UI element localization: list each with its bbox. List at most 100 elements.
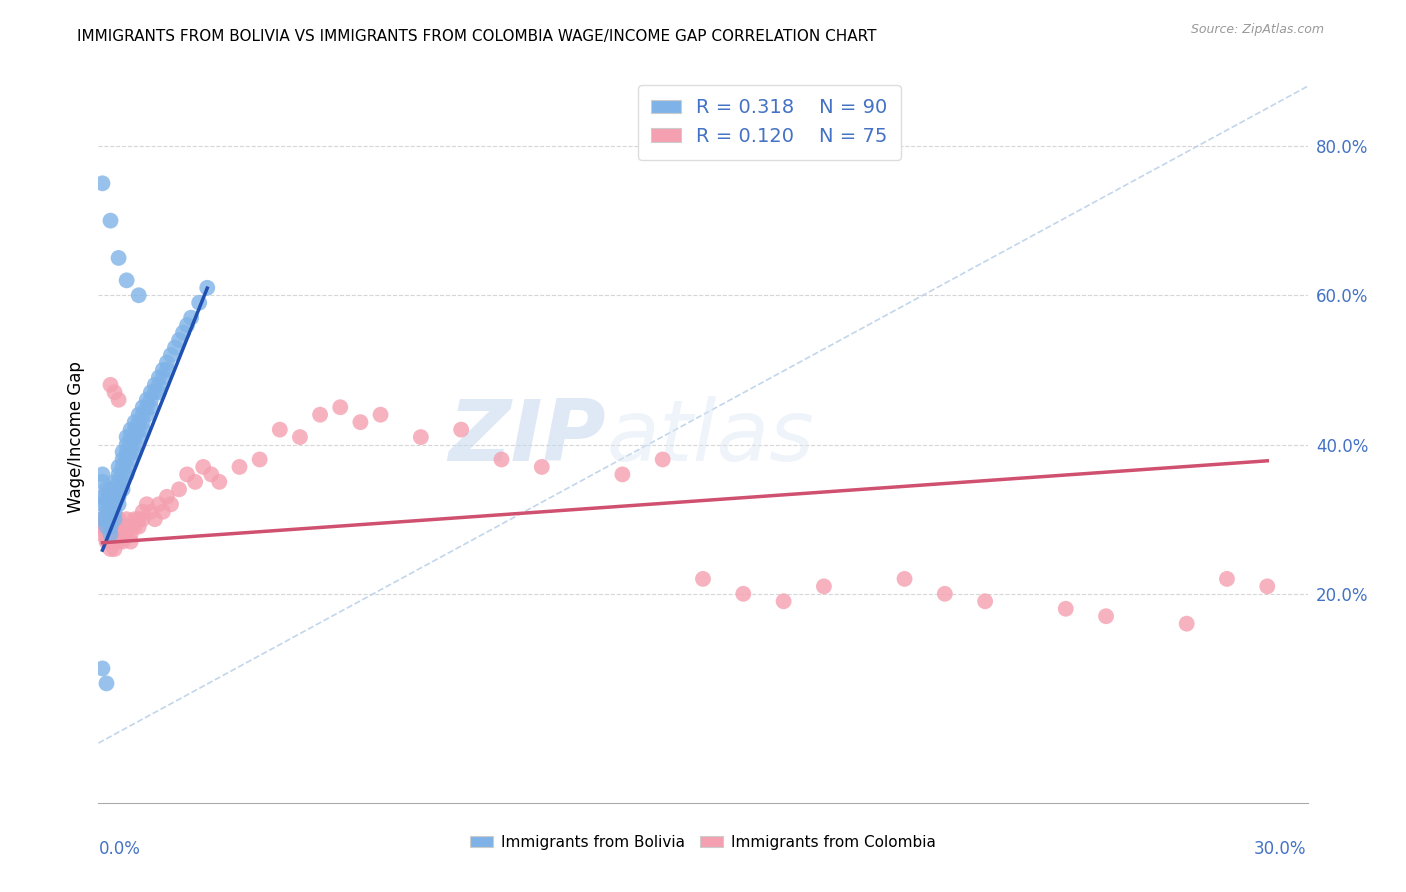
Point bbox=[176, 467, 198, 482]
Point bbox=[91, 497, 114, 511]
Point bbox=[115, 437, 138, 451]
Point bbox=[96, 512, 118, 526]
Point bbox=[91, 661, 114, 675]
Point bbox=[100, 497, 122, 511]
Point bbox=[156, 363, 179, 377]
Point bbox=[96, 534, 118, 549]
Point bbox=[167, 483, 190, 497]
Point bbox=[143, 377, 166, 392]
Point bbox=[103, 475, 125, 489]
Point bbox=[1054, 601, 1077, 615]
Point bbox=[148, 370, 170, 384]
Point bbox=[100, 527, 122, 541]
Point bbox=[120, 534, 142, 549]
Point bbox=[208, 475, 231, 489]
Point bbox=[124, 445, 146, 459]
Point bbox=[100, 542, 122, 557]
Point bbox=[115, 467, 138, 482]
Point bbox=[139, 401, 162, 415]
Point bbox=[111, 519, 134, 533]
Point bbox=[100, 512, 122, 526]
Point bbox=[132, 408, 155, 422]
Point bbox=[100, 512, 122, 526]
Point bbox=[349, 415, 371, 429]
Y-axis label: Wage/Income Gap: Wage/Income Gap bbox=[66, 361, 84, 513]
Point bbox=[103, 490, 125, 504]
Point bbox=[100, 505, 122, 519]
Point bbox=[103, 527, 125, 541]
Point bbox=[180, 310, 202, 325]
Point bbox=[249, 452, 271, 467]
Point bbox=[103, 542, 125, 557]
Point bbox=[111, 452, 134, 467]
Point bbox=[91, 467, 114, 482]
Point bbox=[139, 505, 162, 519]
Point bbox=[107, 251, 129, 265]
Point bbox=[1216, 572, 1239, 586]
Point bbox=[228, 459, 250, 474]
Point bbox=[107, 467, 129, 482]
Point bbox=[111, 475, 134, 489]
Point bbox=[96, 490, 118, 504]
Point bbox=[120, 519, 142, 533]
Point bbox=[193, 459, 215, 474]
Point bbox=[91, 512, 114, 526]
Point bbox=[96, 527, 118, 541]
Point bbox=[139, 392, 162, 407]
Point bbox=[124, 423, 146, 437]
Point bbox=[103, 534, 125, 549]
Point bbox=[612, 467, 634, 482]
Point bbox=[450, 423, 472, 437]
Point bbox=[107, 497, 129, 511]
Point bbox=[132, 505, 155, 519]
Point bbox=[111, 534, 134, 549]
Point bbox=[107, 483, 129, 497]
Point bbox=[132, 415, 155, 429]
Point bbox=[120, 445, 142, 459]
Point bbox=[91, 475, 114, 489]
Point bbox=[120, 423, 142, 437]
Point bbox=[152, 363, 174, 377]
Point bbox=[200, 467, 222, 482]
Point bbox=[156, 490, 179, 504]
Point bbox=[100, 490, 122, 504]
Point bbox=[111, 459, 134, 474]
Point bbox=[103, 512, 125, 526]
Point bbox=[160, 348, 183, 362]
Point bbox=[148, 385, 170, 400]
Point bbox=[115, 459, 138, 474]
Point bbox=[132, 512, 155, 526]
Point bbox=[107, 519, 129, 533]
Point bbox=[152, 370, 174, 384]
Point bbox=[100, 534, 122, 549]
Point bbox=[111, 483, 134, 497]
Point bbox=[156, 355, 179, 369]
Point bbox=[530, 459, 553, 474]
Point bbox=[100, 213, 122, 227]
Point bbox=[409, 430, 432, 444]
Text: 0.0%: 0.0% bbox=[98, 840, 141, 858]
Point bbox=[176, 318, 198, 332]
Point bbox=[107, 512, 129, 526]
Point bbox=[128, 288, 150, 302]
Point bbox=[96, 676, 118, 690]
Point bbox=[120, 430, 142, 444]
Point bbox=[269, 423, 291, 437]
Point bbox=[135, 392, 157, 407]
Point bbox=[115, 273, 138, 287]
Point bbox=[143, 512, 166, 526]
Point bbox=[107, 534, 129, 549]
Point bbox=[107, 490, 129, 504]
Point bbox=[120, 527, 142, 541]
Point bbox=[195, 281, 218, 295]
Point bbox=[934, 587, 956, 601]
Point bbox=[107, 459, 129, 474]
Point bbox=[124, 415, 146, 429]
Point bbox=[148, 377, 170, 392]
Point bbox=[115, 452, 138, 467]
Point bbox=[124, 437, 146, 451]
Point bbox=[152, 505, 174, 519]
Point bbox=[128, 519, 150, 533]
Point bbox=[772, 594, 794, 608]
Point bbox=[103, 385, 125, 400]
